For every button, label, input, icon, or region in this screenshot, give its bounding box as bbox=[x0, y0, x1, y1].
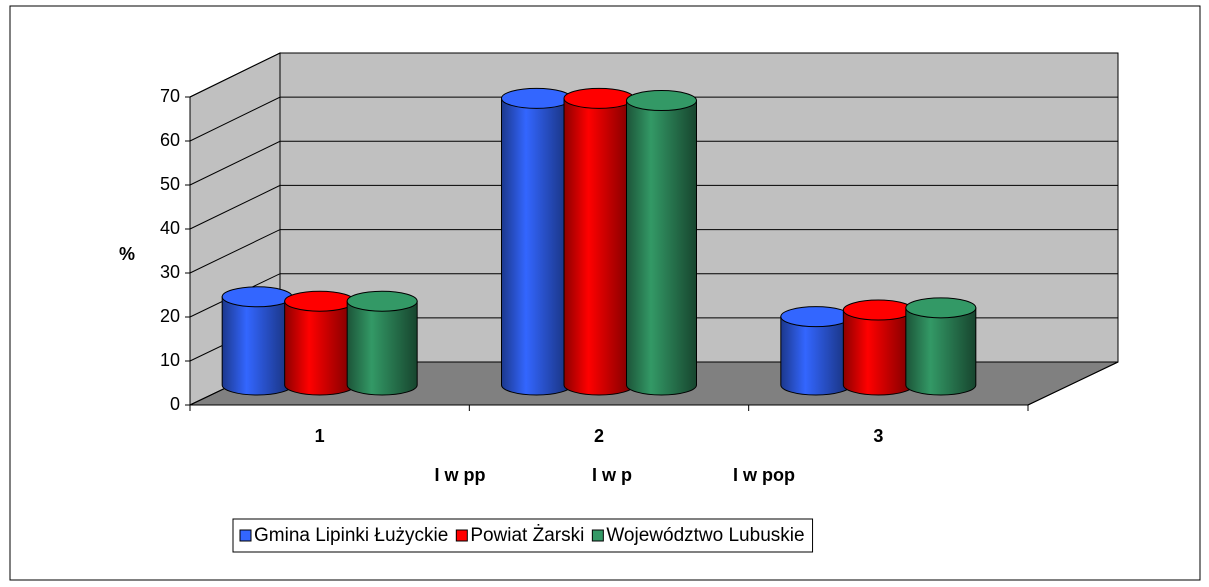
cylinder bbox=[284, 290, 356, 396]
y-tick-label: 0 bbox=[170, 394, 180, 414]
grid-line bbox=[189, 52, 1118, 98]
grid-line bbox=[189, 184, 1118, 230]
y-tick-label: 40 bbox=[160, 218, 180, 238]
category-label: I w pop bbox=[733, 465, 795, 485]
y-tick-label: 10 bbox=[160, 350, 180, 370]
floor-edge bbox=[1027, 361, 1119, 406]
cylinder-body bbox=[626, 100, 697, 396]
cylinder-body bbox=[905, 307, 977, 396]
cylinder-body bbox=[501, 97, 572, 396]
y-tick-label: 30 bbox=[160, 262, 180, 282]
cylinder-body bbox=[563, 97, 635, 396]
cylinder-body bbox=[284, 300, 356, 396]
cylinder-top bbox=[563, 87, 635, 109]
cylinder bbox=[346, 290, 418, 396]
legend bbox=[232, 518, 814, 553]
legend-swatch bbox=[239, 529, 252, 542]
cylinder-top bbox=[905, 297, 977, 319]
cylinder-body bbox=[221, 296, 293, 396]
cylinder bbox=[626, 90, 697, 396]
y-tick-label: 70 bbox=[160, 86, 180, 106]
x-tick-label: 1 bbox=[315, 426, 325, 446]
cylinder bbox=[780, 306, 852, 396]
x-tick-label: 2 bbox=[594, 426, 604, 446]
cylinder-top bbox=[346, 290, 418, 312]
cylinder-top bbox=[221, 286, 293, 308]
y-tick-label: 50 bbox=[160, 174, 180, 194]
legend-label: Województwo Lubuskie bbox=[606, 525, 804, 546]
cylinder bbox=[905, 297, 977, 396]
cylinder-top bbox=[626, 90, 697, 112]
cylinder-top bbox=[842, 299, 914, 321]
legend-swatch bbox=[455, 529, 468, 542]
category-label: I w pp bbox=[435, 465, 486, 485]
cylinder-body bbox=[346, 300, 418, 396]
grid-line bbox=[189, 96, 1118, 142]
grid-line bbox=[189, 140, 1118, 186]
cylinder-top bbox=[284, 290, 356, 312]
y-tick-label: 20 bbox=[160, 306, 180, 326]
legend-label: Powiat Żarski bbox=[470, 525, 584, 546]
cylinder bbox=[221, 286, 293, 396]
y-tick-label: 60 bbox=[160, 130, 180, 150]
legend-label: Gmina Lipinki Łużyckie bbox=[254, 525, 448, 546]
cylinder-top bbox=[780, 306, 852, 328]
category-label: I w p bbox=[592, 465, 632, 485]
cylinder bbox=[501, 87, 572, 396]
y-axis-label: % bbox=[119, 244, 135, 264]
grid-line bbox=[189, 229, 1118, 274]
cylinder bbox=[842, 299, 914, 396]
cylinder bbox=[563, 87, 635, 396]
cylinder-body bbox=[780, 316, 852, 396]
x-tick-label: 3 bbox=[873, 426, 883, 446]
grid-line bbox=[189, 273, 1118, 318]
cylinder-top bbox=[501, 87, 572, 109]
legend-swatch bbox=[591, 529, 604, 542]
cylinder-body bbox=[842, 309, 914, 396]
